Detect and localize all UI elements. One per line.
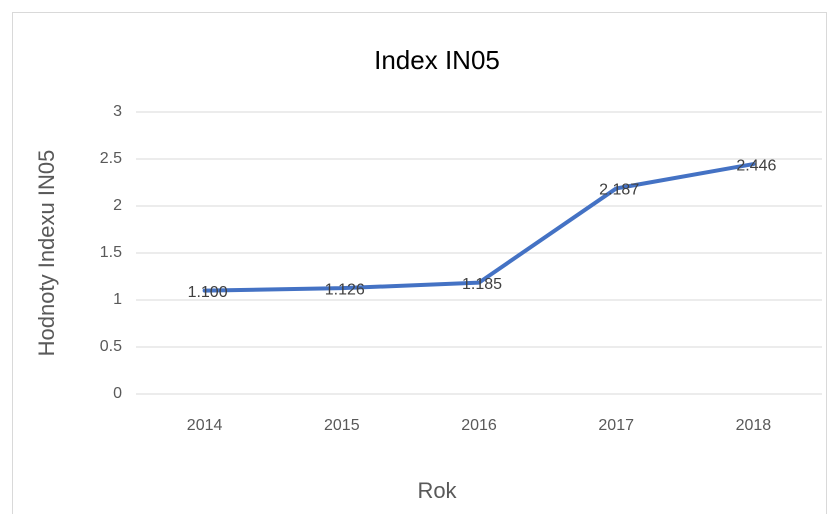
y-tick-label: 3: [113, 103, 122, 120]
data-label: 2.446: [736, 157, 776, 174]
data-label: 2.187: [599, 182, 639, 199]
x-tick-label: 2015: [324, 417, 360, 434]
y-tick-label: 0.5: [100, 338, 122, 355]
x-tick-label: 2018: [736, 417, 772, 434]
y-axis-label: Hodnoty Indexu IN05: [34, 150, 59, 357]
y-tick-label: 2.5: [100, 150, 122, 167]
y-tick-label: 1: [113, 291, 122, 308]
y-tick-label: 2: [113, 197, 122, 214]
data-line: [202, 162, 756, 293]
x-tick-label: 2014: [187, 417, 223, 434]
y-tick-label: 1.5: [100, 244, 122, 261]
chart-title: Index IN05: [374, 45, 500, 75]
data-label: 1.185: [462, 276, 502, 293]
data-label: 1.126: [325, 281, 365, 298]
data-label: 1.100: [188, 284, 228, 301]
chart-frame: [12, 12, 827, 514]
x-tick-label: 2017: [598, 417, 634, 434]
x-axis-label: Rok: [417, 478, 457, 503]
y-tick-label: 0: [113, 385, 122, 402]
x-tick-label: 2016: [461, 417, 497, 434]
